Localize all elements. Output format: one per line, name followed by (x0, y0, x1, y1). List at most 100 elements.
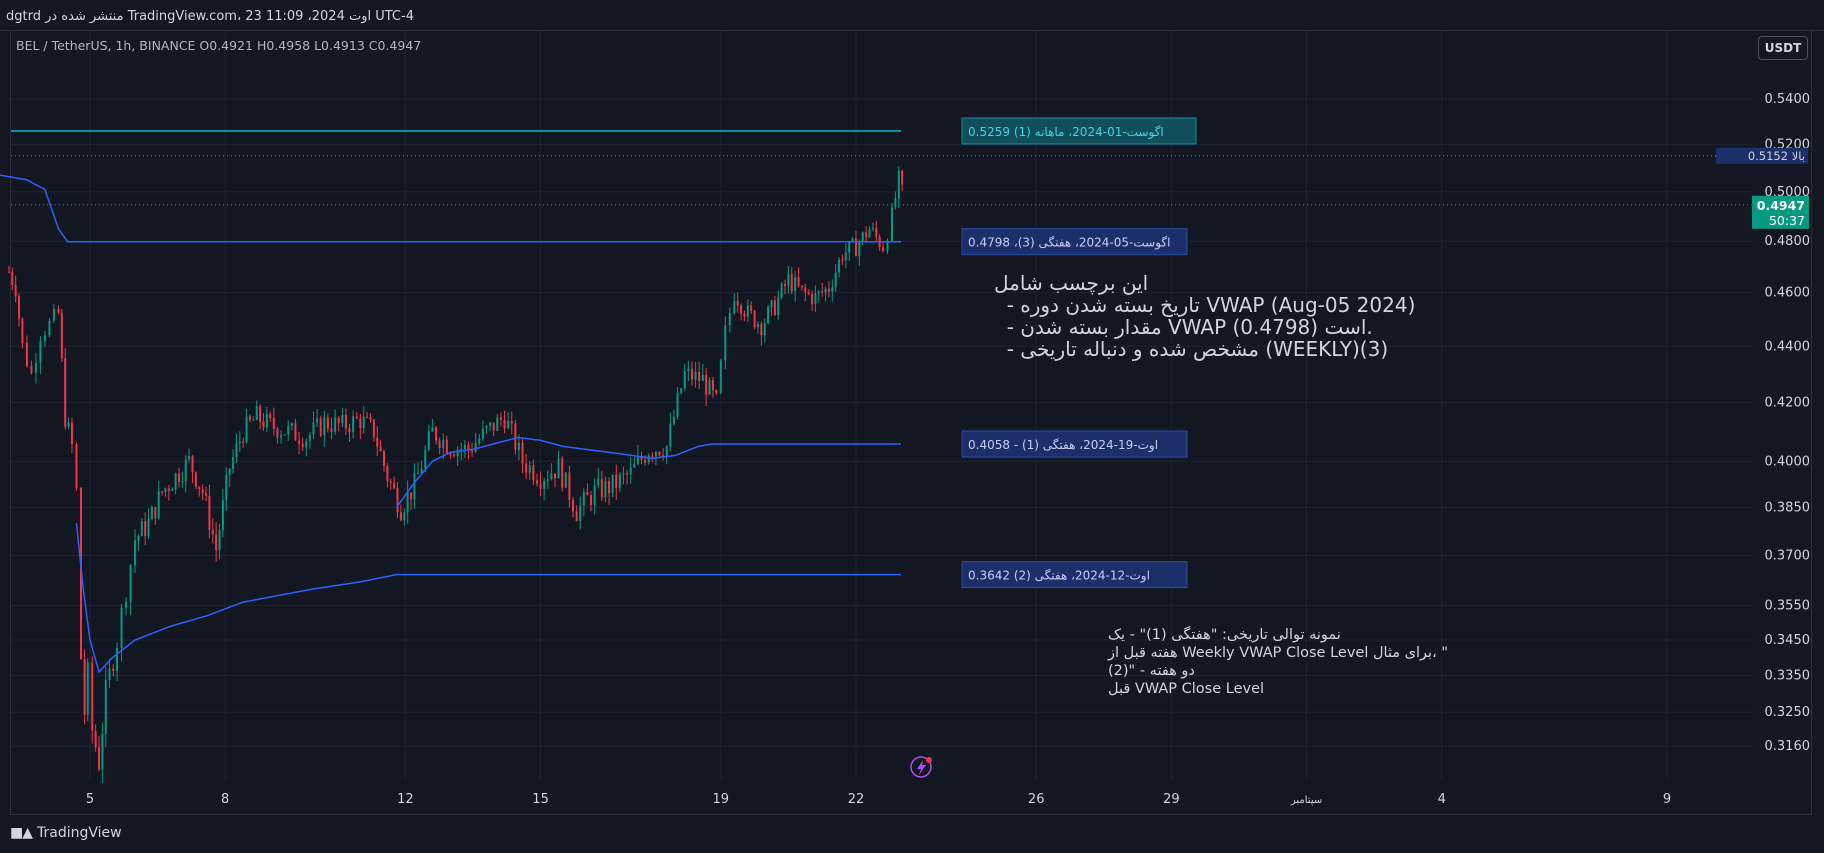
candle-body (780, 283, 783, 298)
y-tick-label: 0.4200 (1765, 395, 1811, 410)
candle-body (662, 455, 665, 457)
candle-body (86, 662, 89, 715)
candle-body (901, 170, 904, 185)
candle-body (724, 325, 727, 361)
candle-body (235, 443, 238, 458)
candle-body (372, 419, 375, 438)
candle-body (629, 467, 632, 475)
candle-body (242, 441, 245, 443)
candle-body (784, 283, 787, 286)
y-tick-label: 0.3850 (1765, 501, 1811, 516)
candle-body (98, 747, 101, 770)
candle-body (269, 413, 272, 418)
y-tick-label: 0.4000 (1765, 454, 1811, 469)
candle-body (467, 444, 470, 451)
candle-body (615, 474, 618, 488)
candle-body (528, 465, 531, 473)
bottom-bar: ■▲ TradingView (0, 815, 1824, 853)
candle-body (733, 301, 736, 314)
candle-body (75, 443, 78, 489)
candle-body (665, 446, 668, 457)
candle-body (831, 287, 834, 292)
candle-body (108, 668, 111, 681)
candle-body (854, 238, 857, 257)
candle-body (369, 417, 372, 420)
vwap-level-label-box (961, 117, 1197, 145)
candle-body (94, 730, 97, 748)
candle-body (161, 491, 164, 493)
candle-body (669, 423, 672, 447)
candle-body (341, 414, 344, 424)
x-tick-label: 9 (1663, 792, 1671, 807)
candle-body (445, 439, 448, 454)
x-tick-label: 29 (1163, 792, 1180, 807)
candle-body (431, 427, 434, 432)
candle-body (319, 418, 322, 436)
candle-body (449, 453, 452, 455)
lightning-icon[interactable] (910, 756, 932, 778)
candle-body (676, 393, 679, 417)
candle-body (60, 312, 63, 359)
candle-body (651, 455, 654, 457)
candle-body (471, 450, 474, 452)
symbol-legend: BEL / TetherUS, 1h, BINANCE O0.4921 H0.4… (16, 38, 422, 53)
candle-body (750, 305, 753, 311)
candle-body (844, 252, 847, 261)
candle-body (52, 308, 55, 321)
candle-body (116, 647, 119, 672)
candle-body (57, 308, 60, 313)
weekly-vwap-3-line (0, 174, 901, 243)
candle-body (245, 416, 248, 443)
candle-body (221, 500, 224, 531)
candle-body (811, 293, 814, 305)
candle-body (743, 313, 746, 317)
candle-body (144, 521, 147, 537)
currency-button[interactable]: USDT (1758, 36, 1808, 60)
y-tick-label: 0.4600 (1765, 286, 1811, 301)
candle-body (30, 365, 33, 373)
candle-body (64, 358, 67, 427)
candle-body (507, 420, 510, 429)
candle-body (262, 421, 265, 428)
candle-body (205, 493, 208, 496)
x-tick-label: 22 (848, 792, 865, 807)
candle-body (18, 296, 21, 319)
x-tick-label: 26 (1028, 792, 1045, 807)
candle-body (763, 322, 766, 336)
x-tick-label: 5 (86, 792, 94, 807)
candle-body (157, 491, 160, 519)
candle-body (287, 425, 290, 435)
candle-body (355, 416, 358, 419)
chart-frame[interactable] (10, 30, 1812, 815)
annotation-vwap-label-explainer: این برچسب شامل - تاریخ بسته شدن دوره VWA… (994, 271, 1416, 361)
candle-body (344, 414, 347, 429)
candle-body (463, 444, 466, 450)
candle-body (807, 292, 810, 294)
candle-body (442, 439, 445, 448)
candle-body (698, 371, 701, 381)
candle-body (188, 456, 191, 460)
candle-body (167, 488, 170, 491)
candle-body (740, 305, 743, 314)
candle-body (265, 413, 268, 428)
candle-body (150, 507, 153, 520)
candle-body (7, 271, 10, 273)
candle-body (337, 417, 340, 424)
candle-body (301, 443, 304, 448)
candle-body (201, 489, 204, 494)
candle-body (824, 288, 827, 293)
candle-body (658, 451, 661, 456)
candle-body (814, 293, 817, 305)
candle-body (773, 300, 776, 316)
candle-body (838, 259, 841, 273)
candle-body (420, 468, 423, 474)
high-marker-box (1716, 147, 1808, 164)
candle-body (308, 434, 311, 442)
candle-body (403, 512, 406, 521)
candle-body (760, 324, 763, 336)
candle-body (453, 454, 456, 457)
candle-body (753, 310, 756, 328)
candle-body (719, 360, 722, 393)
candle-body (535, 480, 538, 484)
